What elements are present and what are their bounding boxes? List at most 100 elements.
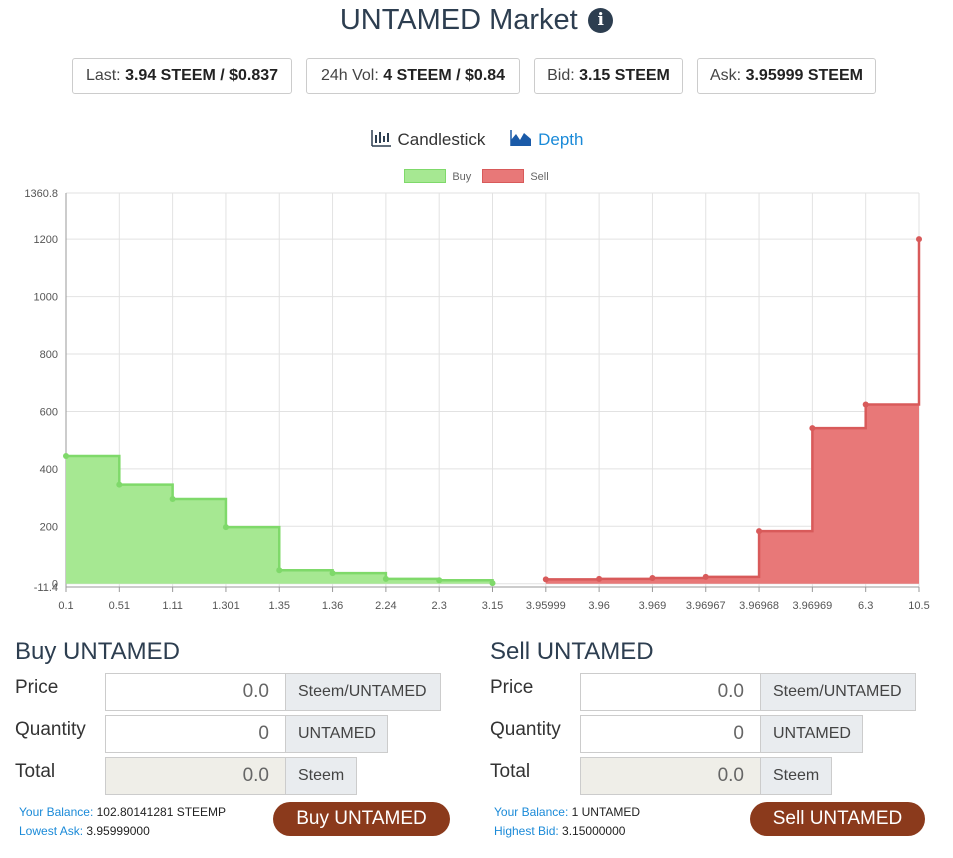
buy-point: [436, 577, 443, 584]
buy-price-label: Price: [15, 677, 59, 698]
x-tick-label: 3.96969: [792, 600, 832, 612]
x-tick-label: 1.35: [269, 600, 290, 612]
lowest-ask-value[interactable]: 3.95999000: [86, 824, 150, 838]
buy-point: [169, 496, 176, 503]
legend-swatch-sell: [482, 169, 525, 183]
buy-total-label: Total: [15, 761, 56, 782]
sell-panel: Sell UNTAMED Price Steem/UNTAMED Quantit…: [490, 636, 940, 856]
y-axis: 1360.8 1200 1000 800 600 400 200 0-11.4: [24, 188, 58, 594]
x-tick-label: 3.96968: [739, 600, 779, 612]
buy-point: [382, 575, 389, 582]
legend-swatch-buy: [404, 169, 447, 183]
buy-price-unit: Steem/UNTAMED: [285, 673, 441, 711]
y-tick-label: 400: [40, 464, 58, 476]
sell-price-input[interactable]: [580, 673, 760, 711]
legend-label-sell: Sell: [530, 171, 549, 183]
y-tick-label: 1360.8: [24, 188, 58, 200]
sell-point: [756, 528, 763, 535]
candlestick-icon: [370, 130, 391, 147]
ticker-ask: Ask: 3.95999 STEEM: [697, 58, 876, 94]
y-tick-label: 1200: [34, 234, 58, 246]
x-tick-label: 1.301: [212, 600, 240, 612]
buy-panel: Buy UNTAMED Price Steem/UNTAMED Quantity…: [15, 636, 465, 856]
x-tick-label: 3.96967: [686, 600, 726, 612]
page-title: UNTAMED Market: [339, 4, 578, 36]
ticker-last-label: Last:: [85, 67, 121, 84]
buy-total-input: [105, 757, 285, 795]
buy-balance-label: Your Balance:: [19, 805, 94, 819]
x-tick-label: 3.95999: [526, 600, 566, 612]
sell-quantity-unit: UNTAMED: [760, 715, 863, 753]
sell-point: [649, 574, 656, 581]
sell-panel-title: Sell UNTAMED: [490, 638, 654, 665]
sell-point: [862, 401, 869, 408]
buy-button[interactable]: Buy UNTAMED: [273, 802, 450, 836]
sell-balance-value[interactable]: 1 UNTAMED: [571, 805, 641, 819]
sell-balance: Your Balance: 1 UNTAMED: [494, 805, 640, 819]
buy-balance: Your Balance: 102.80141281 STEEMP: [19, 805, 226, 819]
tab-candlestick-label: Candlestick: [397, 130, 486, 149]
sell-total-label: Total: [490, 761, 531, 782]
tab-candlestick[interactable]: Candlestick: [370, 128, 486, 150]
x-axis: 0.1 0.51 1.11 1.301 1.35 1.36 2.24 2.3 3.15 3.959…: [58, 587, 930, 612]
sell-total-unit: Steem: [760, 757, 832, 795]
ticker-bid-value: 3.15 STEEM: [579, 67, 670, 84]
sell-point: [916, 236, 922, 243]
depth-chart[interactable]: 1360.8 1200 1000 800 600 400 200 0-11.4 0.1 0.51…: [0, 185, 953, 625]
lowest-ask: Lowest Ask: 3.95999000: [19, 824, 150, 838]
chart-legend: Buy Sell: [0, 169, 953, 183]
ticker-bid-label: Bid:: [547, 67, 575, 84]
ticker-ask-value: 3.95999 STEEM: [745, 67, 863, 84]
sell-button[interactable]: Sell UNTAMED: [750, 802, 925, 836]
lowest-ask-label: Lowest Ask:: [19, 824, 84, 838]
sell-point: [809, 425, 816, 432]
x-tick-label: 3.15: [482, 600, 503, 612]
sell-point: [596, 575, 603, 582]
sell-price-label: Price: [490, 677, 534, 698]
y-tick-label: 0: [52, 579, 58, 591]
highest-bid-label: Highest Bid:: [494, 824, 559, 838]
sell-depth-line: [545, 239, 921, 581]
x-tick-label: 3.969: [639, 600, 667, 612]
ticker-ask-label: Ask:: [710, 67, 742, 84]
y-tick-label: 600: [40, 406, 58, 418]
x-tick-label: 6.3: [858, 600, 873, 612]
x-tick-label: 2.24: [375, 600, 396, 612]
info-icon[interactable]: i: [588, 8, 614, 33]
buy-point: [276, 567, 283, 574]
sell-total-input: [580, 757, 760, 795]
highest-bid: Highest Bid: 3.15000000: [494, 824, 625, 838]
legend-label-buy: Buy: [452, 171, 472, 183]
ticker-volume: 24h Vol: 4 STEEM / $0.84: [306, 58, 520, 94]
sell-point: [702, 573, 709, 580]
sell-quantity-input[interactable]: [580, 715, 760, 753]
buy-quantity-label: Quantity: [15, 719, 86, 740]
depth-chart-icon: [510, 130, 532, 146]
buy-panel-title: Buy UNTAMED: [15, 638, 180, 665]
sell-balance-label: Your Balance:: [494, 805, 569, 819]
buy-quantity-input[interactable]: [105, 715, 285, 753]
sell-price-unit: Steem/UNTAMED: [760, 673, 916, 711]
chart-points: [63, 236, 922, 587]
legend-item-buy[interactable]: Buy: [404, 169, 471, 183]
x-tick-label: 3.96: [588, 600, 609, 612]
ticker-volume-label: 24h Vol:: [320, 67, 379, 84]
ticker-volume-value: 4 STEEM / $0.84: [383, 67, 506, 84]
title-row: UNTAMED Market i: [0, 4, 953, 37]
y-tick-label: -11.4: [34, 582, 58, 594]
tab-depth-label: Depth: [538, 130, 584, 149]
y-tick-label: 200: [40, 521, 58, 533]
y-tick-label: 1000: [34, 292, 58, 304]
x-tick-label: 0.1: [58, 600, 73, 612]
legend-item-sell[interactable]: Sell: [482, 169, 549, 183]
tab-depth[interactable]: Depth: [510, 128, 583, 150]
buy-price-input[interactable]: [105, 673, 285, 711]
x-tick-label: 10.5: [908, 600, 929, 612]
y-tick-label: 800: [40, 349, 58, 361]
sell-depth-area: [545, 239, 919, 584]
buy-point: [329, 570, 336, 577]
buy-quantity-unit: UNTAMED: [285, 715, 388, 753]
buy-point: [63, 452, 69, 459]
highest-bid-value[interactable]: 3.15000000: [562, 824, 626, 838]
buy-balance-value[interactable]: 102.80141281 STEEMP: [96, 805, 227, 819]
